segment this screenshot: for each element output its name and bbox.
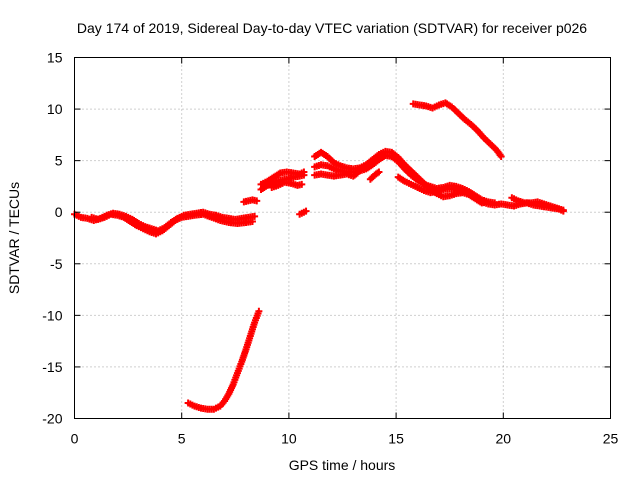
data-point [253,197,261,205]
y-tick-label: -5 [50,256,63,272]
data-point [248,217,256,225]
data-point [459,189,467,197]
y-tick-label: 0 [55,204,63,220]
data-point [559,206,567,214]
data-point [375,168,383,176]
tick-layer: 0 5 10 15 20 25 -20 -15 -10 -5 0 5 10 15 [42,50,618,447]
y-tick-label: 10 [47,101,63,117]
chart-title: Day 174 of 2019, Sidereal Day-to-day VTE… [77,20,587,36]
data-point [300,168,308,176]
x-axis-label: GPS time / hours [289,457,396,473]
y-tick-label: -20 [42,411,62,427]
data-series-track-4 [240,196,261,206]
y-tick-label: 5 [55,153,63,169]
grid-layer [74,57,611,419]
y-tick-label: -10 [42,307,62,323]
data-series-track-13 [394,173,467,197]
data-series-track-3 [184,307,263,413]
y-tick-label: -15 [42,359,62,375]
data-point [497,153,505,161]
data-series-track-12 [366,168,383,183]
data-point [302,207,310,215]
data-point [255,307,263,315]
x-tick-label: 20 [496,431,512,447]
x-tick-label: 10 [281,431,297,447]
data-layer [71,99,567,413]
x-tick-label: 0 [71,431,79,447]
data-series-track-11 [311,169,362,180]
plot-frame [74,57,611,419]
x-tick-label: 15 [388,431,404,447]
data-point [251,212,259,220]
y-tick-label: 15 [47,50,63,66]
y-axis-label: SDTVAR / TECUs [6,182,22,294]
data-series-track-8 [296,207,310,218]
data-series-track-2 [88,210,256,238]
data-series-track-14 [409,99,505,161]
data-point [354,169,362,177]
data-series-track-16 [508,194,567,214]
x-tick-label: 5 [178,431,186,447]
data-series-track-6 [257,168,308,188]
x-tick-label: 25 [603,431,619,447]
data-series-track-7 [268,178,306,191]
data-point [298,180,306,188]
